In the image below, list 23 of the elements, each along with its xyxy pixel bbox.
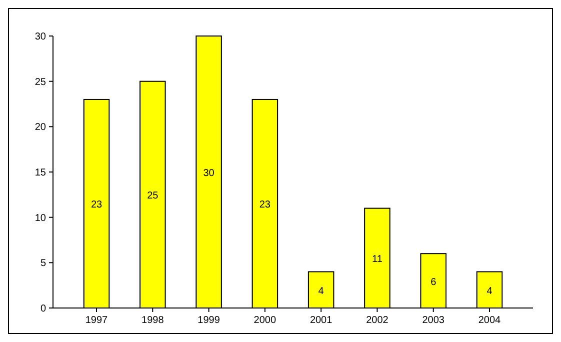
y-tick-label: 5 <box>40 258 46 270</box>
x-tick-label: 2000 <box>254 315 276 326</box>
x-tick-label: 2004 <box>478 315 502 326</box>
x-tick-label: 2002 <box>366 315 389 326</box>
y-tick-label: 10 <box>34 212 46 224</box>
data-label: 23 <box>90 200 103 211</box>
y-tick-label: 20 <box>34 122 46 134</box>
data-label: 23 <box>259 200 271 211</box>
data-label: 30 <box>203 168 215 179</box>
data-label: 4 <box>486 286 493 297</box>
data-label: 25 <box>147 190 159 202</box>
x-tick-label: 1998 <box>142 315 164 326</box>
y-tick-label: 30 <box>34 32 46 42</box>
y-tick-label: 15 <box>34 168 46 178</box>
y-tick-label: 25 <box>34 76 46 88</box>
data-label: 11 <box>372 254 383 266</box>
x-tick-label: 1997 <box>85 315 108 326</box>
data-label: 6 <box>430 276 437 288</box>
y-tick-label: 0 <box>40 304 46 314</box>
x-tick-label: 2003 <box>422 315 445 326</box>
x-tick-label: 1999 <box>198 315 220 326</box>
data-label: 4 <box>318 286 324 297</box>
x-tick-label: 2001 <box>310 315 333 326</box>
